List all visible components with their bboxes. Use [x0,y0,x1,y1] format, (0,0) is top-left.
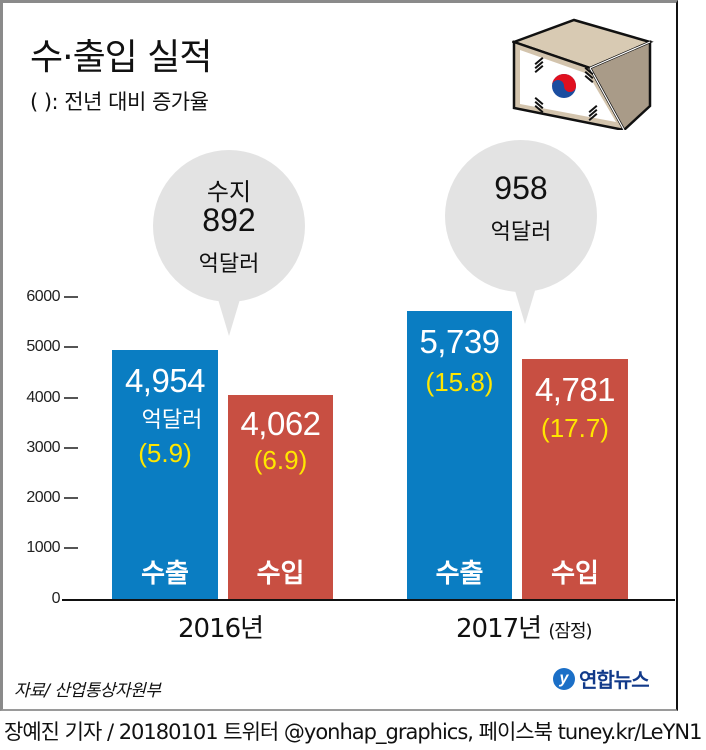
bubble-label: 수지 [206,178,252,206]
yonhap-logo-icon: y [553,667,575,690]
x-label-2017: 2017년 (잠정) [456,614,593,644]
chart-title: 수·출입 실적 [30,37,212,78]
y-tick: 2000 [0,489,78,507]
bar-value: 5,739 [419,323,500,360]
y-tick: 5000 [0,338,78,356]
bar-import-2016: 4,062 (6.9) 수입 [228,395,333,600]
y-tick: 4000 [0,389,78,407]
bar-label: 수출 [141,559,189,589]
y-tick: 6000 [0,288,78,306]
bubble-unit: 억달러 [198,252,260,277]
growth-rate: (17.7) [541,413,609,443]
x-label-2016: 2016년 [178,614,264,644]
bar-label: 수입 [551,559,599,589]
growth-rate: (15.8) [425,367,494,397]
yonhap-logo: y 연합뉴스 [553,664,650,693]
taegeuk-icon [552,74,576,98]
bar-value: 4,062 [240,405,321,442]
bar-value: 4,954 [124,362,206,399]
bubble-tail [513,284,537,324]
chart-subtitle: ( ): 전년 대비 증가율 [30,90,209,114]
y-tick: 1000 [0,539,78,557]
growth-rate: (6.9) [253,445,308,475]
chart-frame [0,0,678,711]
bar-import-2017: 4,781 (17.7) 수입 [522,359,628,600]
bar-export-2017: 5,739 (15.8) 수출 [407,311,512,600]
source-text: 자료/ 산업통상자원부 [14,681,161,701]
bubble-unit: 억달러 [490,220,552,245]
bar-label: 수입 [256,559,305,589]
bar-export-2016: 4,954 억달러 (5.9) 수출 [112,350,218,600]
bar-value: 4,781 [534,371,616,408]
y-tick: 0 [51,590,61,607]
provisional-note: (잠정) [548,621,592,642]
growth-rate: (5.9) [138,438,192,468]
bubble-value: 958 [494,170,548,206]
logo-text: 연합뉴스 [579,668,650,692]
bubble-tail [217,296,241,336]
bubble-value: 892 [202,202,256,238]
trade-balance-bubble-2017: 958 억달러 [445,140,597,292]
credit-line: 장예진 기자 / 20180101 트위터 @yonhap_graphics, … [4,720,702,744]
bar-unit: 억달러 [141,408,203,433]
bar-label: 수출 [435,559,484,589]
trade-balance-bubble-2016: 수지 892 억달러 [153,150,305,302]
box-with-korean-flag-icon [512,18,654,130]
x-axis-baseline [62,599,675,601]
y-tick: 3000 [0,439,78,457]
